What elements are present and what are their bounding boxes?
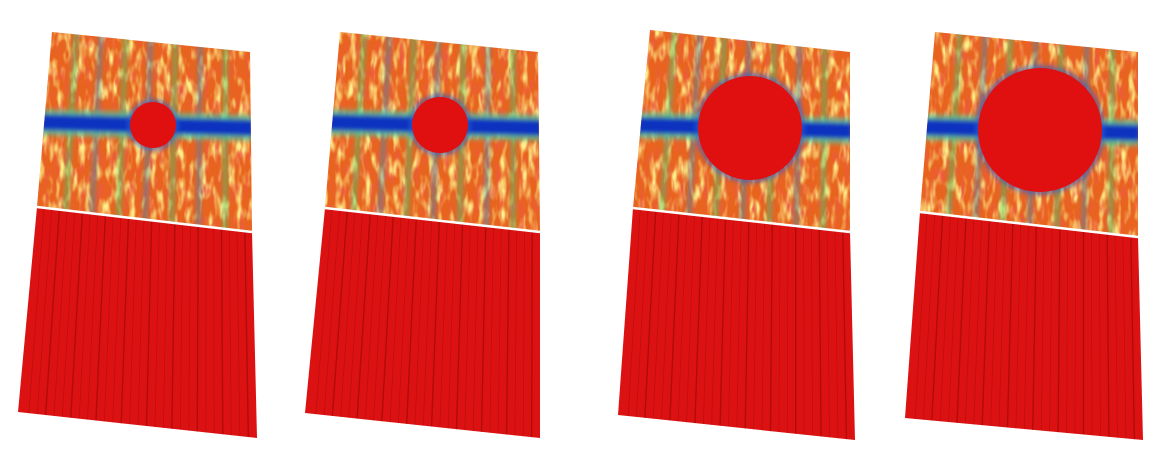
bottom-plate: [16, 200, 259, 445]
bottom-plate: [616, 200, 857, 445]
bottom-plate: [903, 200, 1145, 445]
top-plate: [323, 25, 542, 240]
hole: [978, 68, 1102, 192]
bottom-stripe: [532, 200, 533, 445]
panel: [903, 25, 1145, 445]
page: (() => { const svg = document.getElement…: [0, 0, 1155, 449]
panel: [303, 25, 542, 445]
bottom-plate: [303, 200, 542, 445]
hole: [412, 97, 468, 153]
hole: [130, 102, 176, 148]
panel: [16, 25, 259, 445]
hole: [698, 76, 802, 180]
panel: [616, 25, 857, 445]
bottom-stripe: [197, 200, 198, 445]
top-plate: [35, 25, 254, 240]
top-plate: [631, 25, 852, 240]
scene: [0, 0, 1155, 449]
top-plate: [918, 25, 1140, 240]
